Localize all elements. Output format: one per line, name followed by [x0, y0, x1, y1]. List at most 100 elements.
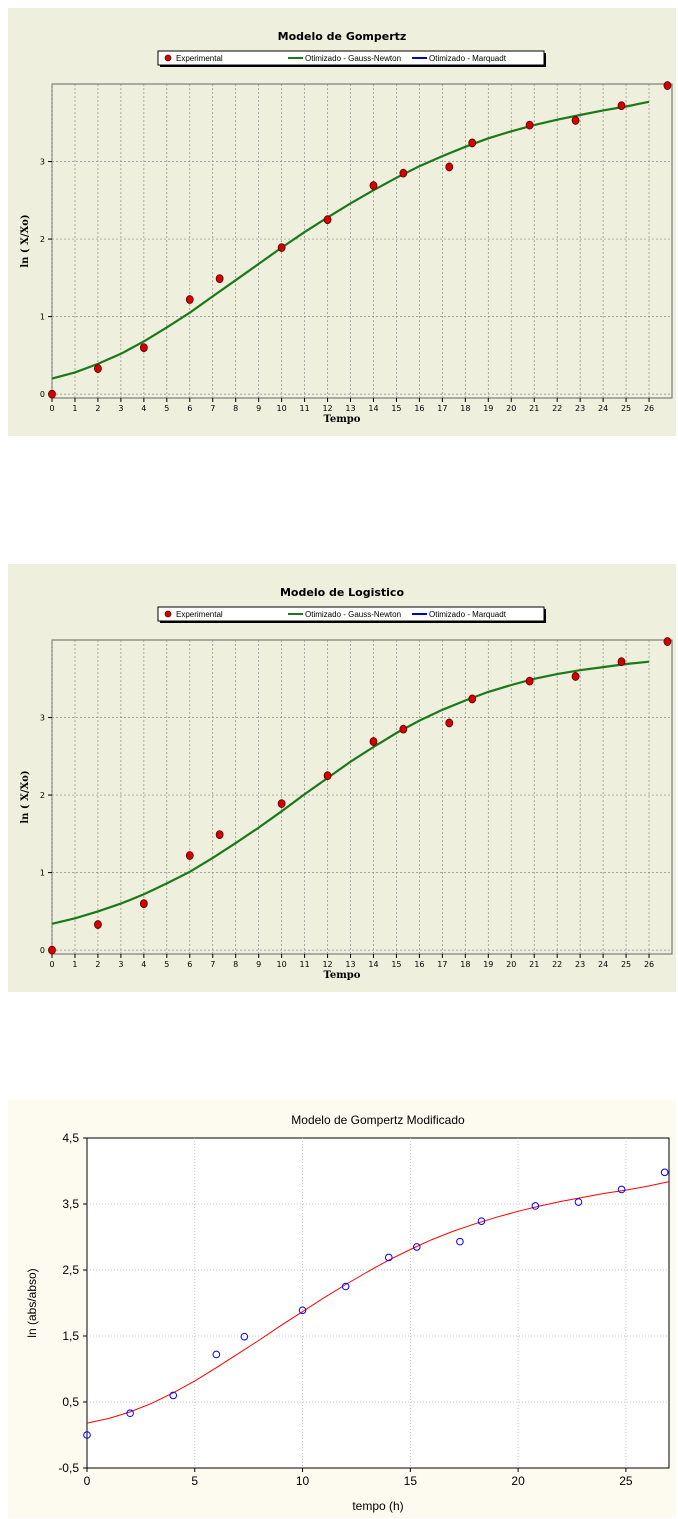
data-point-experimental [571, 672, 580, 681]
x-tick-label: 22 [552, 960, 562, 969]
x-tick-label: 13 [345, 960, 355, 969]
data-point-experimental [445, 718, 454, 728]
data-point-experimental [663, 81, 672, 90]
data-point-experimental [525, 676, 534, 686]
x-axis-title: tempo (h) [352, 1499, 403, 1513]
data-point-experimental [139, 343, 148, 353]
y-axis-title: ln (abs/abso) [25, 1268, 39, 1337]
x-tick-label: 14 [368, 404, 378, 413]
data-point [126, 1409, 134, 1418]
plot-area [51, 639, 673, 955]
y-tick-label: 2 [40, 791, 45, 800]
data-point [456, 1237, 464, 1246]
x-tick-label: 2 [95, 960, 100, 969]
x-tick-label: 26 [644, 404, 654, 413]
x-tick-label: 18 [460, 404, 470, 413]
y-tick-label: 3,5 [62, 1197, 79, 1211]
x-tick-label: 5 [191, 1474, 198, 1488]
data-point [384, 1253, 393, 1262]
y-tick-label: 3 [40, 158, 45, 167]
x-tick-label: 16 [414, 404, 424, 413]
x-tick-label: 12 [322, 404, 332, 413]
data-point-experimental [94, 364, 102, 373]
legend-box [157, 606, 545, 622]
data-point-experimental [468, 138, 477, 148]
data-point-experimental [399, 724, 408, 734]
chart-title: Modelo de Gompertz Modificado [291, 1113, 465, 1127]
x-tick-label: 19 [483, 404, 493, 413]
data-point-experimental [185, 851, 194, 860]
data-point-experimental [369, 737, 378, 746]
x-tick-label: 3 [118, 404, 123, 413]
x-tick-label: 14 [368, 960, 378, 969]
x-tick-label: 17 [437, 404, 447, 413]
data-point-experimental [277, 799, 286, 808]
x-tick-label: 15 [404, 1474, 418, 1488]
x-tick-label: 11 [299, 404, 309, 413]
data-point-experimental [277, 243, 286, 252]
x-tick-label: 4 [141, 404, 146, 413]
x-tick-label: 21 [529, 404, 539, 413]
data-point [169, 1391, 178, 1400]
x-tick-label: 23 [575, 960, 585, 969]
x-tick-label: 5 [164, 960, 169, 969]
x-tick-label: 6 [187, 404, 192, 413]
x-tick-label: 8 [233, 404, 238, 413]
x-tick-label: 26 [644, 960, 654, 969]
x-tick-label: 15 [391, 404, 401, 413]
data-point [240, 1332, 249, 1341]
y-tick-label: 1,5 [62, 1329, 79, 1343]
x-tick-label: 3 [118, 960, 123, 969]
x-axis-title: Tempo [324, 970, 361, 981]
data-point-experimental [571, 116, 580, 125]
y-tick-label: 0 [40, 390, 45, 399]
chart-gompertz: Modelo de Gompertz Experimental Otimizado … [8, 8, 676, 436]
fit-line-gauss-newton [51, 660, 650, 925]
x-tick-label: 10 [277, 960, 287, 969]
chart-panel-logistico: Modelo de Logistico Experimental Otimizado… [8, 564, 676, 992]
x-tick-label: 16 [414, 960, 424, 969]
x-tick-label: 13 [345, 404, 355, 413]
legend-marker-experimental [164, 54, 172, 62]
x-tick-label: 0 [49, 960, 54, 969]
legend-label-gauss-newton: Otimizado - Gauss-Newton [305, 610, 401, 619]
data-point [660, 1168, 669, 1177]
data-point-experimental [48, 389, 56, 399]
x-tick-label: 4 [141, 960, 146, 969]
data-point-experimental [139, 899, 148, 909]
data-point-experimental [48, 945, 56, 955]
data-point-experimental [468, 694, 477, 704]
data-point [531, 1202, 540, 1210]
y-axis-title: ln ( X/Xo) [20, 214, 31, 267]
legend-marker-experimental [164, 610, 172, 618]
x-tick-label: 20 [506, 960, 516, 969]
data-point [212, 1350, 221, 1359]
data-point-experimental [525, 120, 534, 130]
legend-label-gauss-newton: Otimizado - Gauss-Newton [305, 54, 401, 63]
fit-line-gauss-newton [51, 100, 650, 380]
legend-box [157, 50, 545, 66]
legend-label-experimental: Experimental [176, 610, 223, 619]
x-tick-label: 1 [72, 404, 77, 413]
legend-label-marquardt: Otimizado - Marquadt [429, 610, 507, 619]
chart-panel-gompertz: Modelo de Gompertz Experimental Otimizado … [8, 8, 676, 436]
chart-gompertz-modificado: Modelo de Gompertz Modificado 0 5 10 15 20 25 -… [8, 1100, 676, 1518]
y-tick-label: 1 [40, 313, 45, 322]
x-tick-label: 1 [72, 960, 77, 969]
x-tick-label: 2 [95, 404, 100, 413]
chart-panel-gompertz-modificado: Modelo de Gompertz Modificado 0 5 10 15 20 25 -… [8, 1100, 676, 1518]
x-tick-label: 8 [233, 960, 238, 969]
y-tick-label: -0,5 [58, 1461, 79, 1475]
x-tick-label: 17 [437, 960, 447, 969]
x-tick-label: 20 [511, 1474, 525, 1488]
data-point [574, 1198, 583, 1206]
y-tick-label: 2 [40, 235, 45, 244]
x-tick-label: 6 [187, 960, 192, 969]
data-point [413, 1243, 421, 1251]
x-tick-label: 25 [621, 404, 631, 413]
data-point-experimental [617, 101, 626, 111]
data-point [477, 1217, 486, 1225]
legend-label-marquardt: Otimizado - Marquadt [429, 54, 507, 63]
y-tick-label: 1 [40, 869, 45, 878]
legend-label-experimental: Experimental [176, 54, 223, 63]
